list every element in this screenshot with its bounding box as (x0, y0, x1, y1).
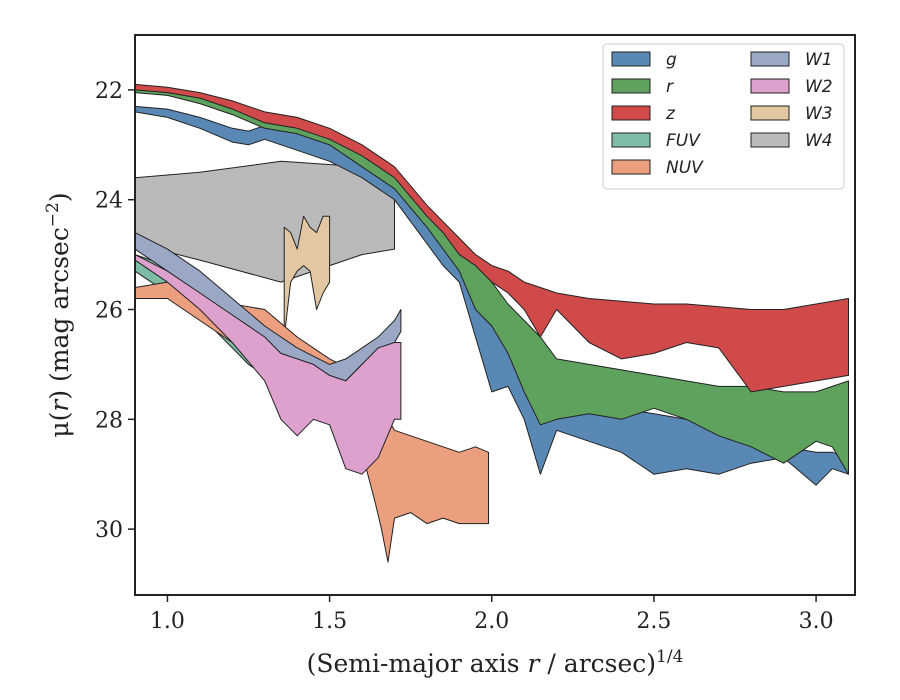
y-tick-label: 28 (95, 408, 123, 433)
legend: grz FUV NUV W1 W2 W3 W4 (602, 43, 845, 190)
y-tick-label: 22 (95, 79, 123, 104)
x-tick-label: 1.5 (312, 609, 347, 634)
legend-label-w1: W1 (805, 50, 833, 70)
plot-frame (134, 34, 856, 596)
y-tick-label: 30 (95, 518, 123, 543)
y-axis-label: μ(r) (mag arcsec−2) (43, 192, 74, 437)
legend-swatch-w1 (750, 51, 790, 67)
legend-label-nuv: NUV (666, 158, 704, 178)
legend-label-w4: W4 (805, 131, 833, 151)
legend-label-z: z (665, 104, 676, 124)
x-axis: 1.0 1.5 2.0 2.5 3.0 (150, 595, 834, 634)
y-tick-label: 24 (95, 189, 123, 214)
x-tick-label: 1.0 (150, 609, 185, 634)
x-axis-label: (Semi-major axis r / arcsec)1/4 (307, 647, 684, 678)
legend-swatch-g (611, 51, 651, 67)
legend-swatch-nuv (611, 159, 651, 175)
legend-label-w2: W2 (805, 77, 833, 97)
legend-swatch-w2 (750, 78, 790, 94)
y-tick-label: 26 (95, 299, 123, 324)
legend-swatch-w4 (750, 132, 790, 148)
x-tick-label: 2.5 (636, 609, 671, 634)
legend-label-fuv: FUV (666, 131, 701, 151)
legend-label-r: r (666, 77, 674, 97)
legend-swatch-r (611, 78, 651, 94)
series-layer (135, 83, 849, 563)
y-axis: 22 24 26 28 30 (95, 79, 135, 543)
band-w2 (135, 254, 402, 475)
x-tick-label: 2.0 (474, 609, 509, 634)
band-w3 (283, 215, 331, 338)
legend-label-w3: W3 (805, 104, 833, 124)
legend-swatch-z (611, 105, 651, 121)
band-z (135, 83, 849, 393)
x-tick-label: 3.0 (799, 609, 834, 634)
legend-label-g: g (666, 50, 677, 70)
legend-swatch-w3 (750, 105, 790, 121)
legend-swatch-fuv (611, 132, 651, 148)
